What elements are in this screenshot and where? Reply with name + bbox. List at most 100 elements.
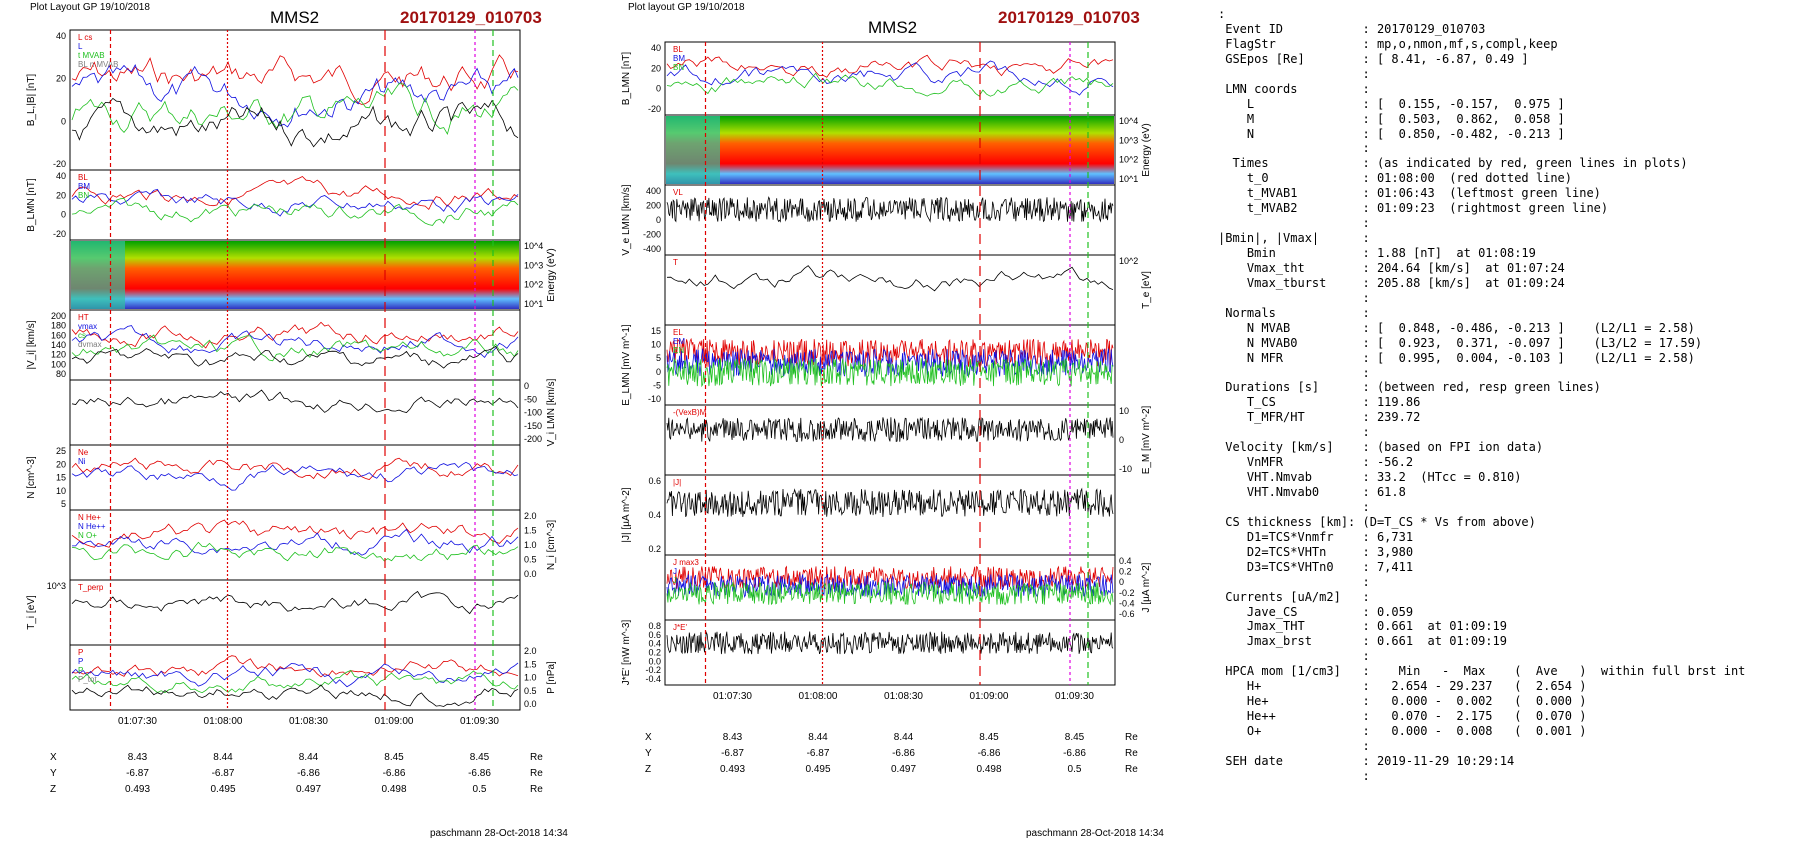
info-row: D2=TCS*VHTn : 3,980 — [1218, 544, 1414, 559]
data-trace — [666, 265, 1114, 292]
coord-value: 8.45 — [979, 732, 999, 743]
coord-value: -6.87 — [721, 748, 744, 759]
coord-unit: Re — [1125, 748, 1138, 759]
data-trace — [71, 97, 519, 148]
data-trace — [71, 334, 519, 362]
coord-value: 0.493 — [720, 764, 745, 775]
y-tick-label: 0.0 — [648, 656, 661, 666]
y-axis-label: |J| [µA m^-2] — [621, 487, 632, 542]
data-trace — [71, 83, 519, 136]
legend-entry: P — [78, 648, 83, 657]
y-tick-label: 1.0 — [524, 673, 537, 683]
y-tick-label: 0.5 — [524, 555, 537, 565]
y-tick-label: 1.5 — [524, 526, 537, 536]
info-row: Vmax_tht : 204.64 [km/s] at 01:07:24 — [1218, 260, 1565, 275]
y-tick-label: 10^2 — [1119, 256, 1138, 266]
panel-vilmn — [69, 379, 521, 446]
info-row: Normals : — [1218, 305, 1370, 320]
x-tick-label: 01:09:00 — [375, 716, 414, 727]
y-tick-label: 10^1 — [1119, 174, 1138, 184]
y-axis-label: B_LMN [nT] — [621, 52, 632, 106]
info-row: N : [ 0.850, -0.482, -0.213 ] — [1218, 126, 1565, 141]
y-tick-label: 20 — [56, 459, 66, 469]
info-row: Jmax_THT : 0.661 at 01:09:19 — [1218, 619, 1507, 634]
coord-value: 0.5 — [473, 784, 487, 795]
y-axis-label: B_L,|B| [nT] — [26, 74, 37, 127]
legend-entry: L — [78, 42, 83, 51]
y-tick-label: 20 — [56, 190, 66, 200]
left-footer: paschmann 28-Oct-2018 14:34 — [430, 828, 568, 839]
panel-spec — [69, 239, 521, 311]
info-row: VnMFR : -56.2 — [1218, 455, 1414, 470]
coord-row-label: Z — [645, 764, 651, 775]
y-tick-label: 40 — [56, 171, 66, 181]
data-trace — [71, 461, 519, 491]
spectrogram-region — [71, 241, 125, 309]
right-plot-header: Plot layout GP 19/10/2018 — [628, 2, 745, 13]
data-trace — [71, 188, 519, 217]
y-tick-label: -0.2 — [1119, 588, 1135, 598]
x-tick-label: 01:09:30 — [1055, 691, 1094, 702]
y-tick-label: 20 — [651, 63, 661, 73]
y-tick-label: 180 — [51, 321, 66, 331]
data-trace — [71, 662, 519, 688]
legend-entry: dvmax — [78, 340, 102, 349]
info-row: : — [1218, 499, 1370, 514]
data-trace — [71, 321, 519, 349]
y-axis-label: |V_i| [km/s] — [26, 320, 37, 369]
info-row: Durations [s] : (between red, resp green… — [1218, 380, 1601, 395]
x-tick-label: 01:08:30 — [289, 716, 328, 727]
x-tick-label: 01:09:30 — [460, 716, 499, 727]
panel-jlmn — [664, 554, 1116, 621]
info-row: HPCA mom [1/cm3] : Min - Max ( Ave ) wit… — [1218, 664, 1746, 679]
legend-entry: P — [78, 666, 83, 675]
legend-entry: T — [673, 258, 678, 267]
info-row: t_MVAB1 : 01:06:43 (leftmost green line) — [1218, 186, 1601, 201]
data-trace — [71, 176, 519, 211]
panel-te — [664, 254, 1116, 326]
spectrogram-image — [71, 241, 519, 309]
legend-entry: BM — [78, 182, 90, 191]
y-tick-label: 200 — [646, 201, 661, 211]
coord-value: 0.493 — [125, 784, 150, 795]
data-trace — [71, 519, 519, 548]
info-row: N MVAB0 : [ 0.923, 0.371, -0.097 ] (L3/L… — [1218, 335, 1703, 350]
panel-frame — [69, 379, 521, 446]
info-row: Currents [uA/m2] : — [1218, 589, 1370, 604]
info-row: : — [1218, 425, 1370, 440]
coord-row-label: X — [50, 752, 57, 763]
y-tick-label: 0 — [656, 84, 661, 94]
legend-entry: EL — [673, 328, 683, 337]
y-tick-label: 40 — [56, 31, 66, 41]
left-plot-header: Plot Layout GP 19/10/2018 — [30, 2, 150, 13]
y-tick-label: 160 — [51, 330, 66, 340]
legend-entry: Ni — [78, 457, 86, 466]
panel-vi — [69, 309, 521, 381]
right-footer: paschmann 28-Oct-2018 14:34 — [1026, 828, 1164, 839]
coord-value: -6.87 — [212, 768, 235, 779]
y-tick-label: 10^3 — [524, 260, 543, 270]
legend-entry: BN — [673, 63, 684, 72]
legend-entry: BL — [78, 173, 88, 182]
y-tick-label: -400 — [643, 244, 661, 254]
y-tick-label: -10 — [1119, 464, 1132, 474]
panel-frame — [664, 184, 1116, 256]
y-tick-label: -20 — [53, 159, 66, 169]
data-trace — [666, 630, 1114, 655]
info-row: Velocity [km/s] : (based on FPI ion data… — [1218, 440, 1544, 455]
coord-unit: Re — [1125, 732, 1138, 743]
data-trace — [71, 590, 519, 615]
y-tick-label: 0 — [524, 381, 529, 391]
y-tick-label: 400 — [646, 186, 661, 196]
y-tick-label: 0.6 — [648, 476, 661, 486]
info-row: H+ : 2.654 - 29.237 ( 2.654 ) — [1218, 679, 1587, 694]
coord-value: 8.44 — [808, 732, 828, 743]
info-row: : — [1218, 141, 1370, 156]
panel-j — [664, 474, 1116, 556]
y-tick-label: 10^3 — [47, 581, 66, 591]
y-tick-label: 10^3 — [1119, 135, 1138, 145]
panel-frame — [69, 169, 521, 241]
coord-unit: Re — [530, 768, 543, 779]
y-tick-label: 5 — [61, 499, 66, 509]
y-axis-label: T_e [eV] — [1141, 271, 1152, 309]
